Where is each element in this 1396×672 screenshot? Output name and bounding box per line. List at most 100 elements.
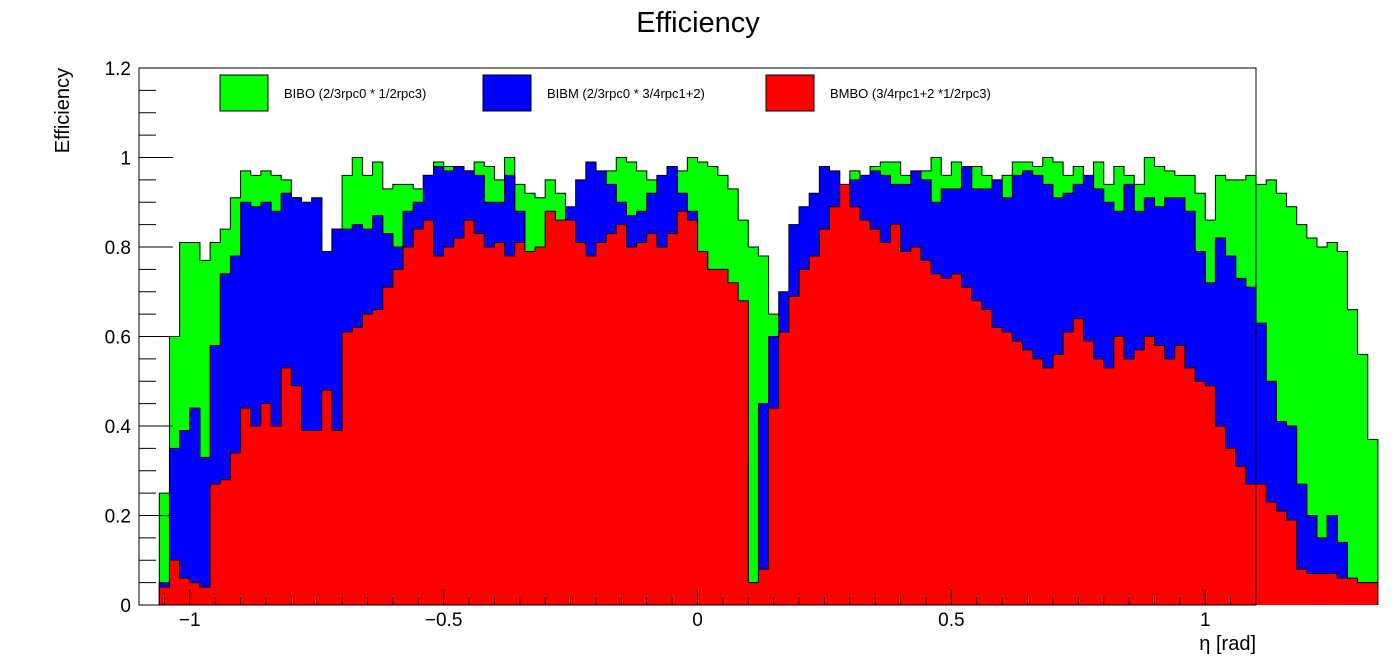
bar bbox=[1316, 573, 1328, 605]
bar bbox=[271, 426, 282, 605]
x-tick-label: −1 bbox=[179, 610, 201, 631]
bar bbox=[1296, 484, 1308, 605]
legend-label: BIBO (2/3rpc0 * 1/2rpc3) bbox=[284, 86, 426, 101]
bar bbox=[1123, 358, 1135, 606]
bar bbox=[646, 233, 658, 605]
bar bbox=[1144, 336, 1156, 605]
bar bbox=[809, 255, 820, 605]
bar bbox=[1316, 247, 1328, 605]
bar bbox=[1357, 582, 1369, 606]
bar bbox=[230, 255, 242, 605]
bar bbox=[271, 211, 282, 605]
bar bbox=[1256, 323, 1267, 605]
bar bbox=[1347, 578, 1359, 605]
bar bbox=[250, 206, 262, 605]
y-tick-label: 1 bbox=[120, 149, 131, 170]
bar bbox=[1245, 287, 1257, 605]
bar bbox=[1316, 537, 1328, 606]
bar bbox=[1195, 381, 1206, 605]
bar bbox=[890, 224, 902, 606]
bar bbox=[555, 220, 567, 605]
bar bbox=[656, 247, 668, 605]
bar bbox=[545, 211, 556, 605]
bar bbox=[697, 251, 709, 605]
bar bbox=[1306, 573, 1318, 605]
bar bbox=[1357, 354, 1369, 605]
series-2-outline bbox=[158, 183, 1379, 605]
bar bbox=[321, 390, 333, 605]
bar bbox=[1235, 278, 1247, 605]
bar bbox=[199, 457, 211, 605]
bar bbox=[1245, 484, 1257, 605]
bar bbox=[463, 220, 475, 605]
bar bbox=[240, 202, 252, 605]
bar bbox=[1296, 569, 1308, 605]
bar bbox=[667, 233, 678, 605]
bar bbox=[1002, 332, 1013, 605]
x-tick-label: 0.5 bbox=[938, 610, 964, 631]
bar bbox=[971, 300, 983, 605]
bar bbox=[514, 242, 526, 605]
y-tick-label: 0.8 bbox=[105, 238, 131, 259]
bar bbox=[331, 229, 343, 605]
bar bbox=[301, 430, 313, 605]
bar bbox=[859, 220, 871, 605]
series-1-outline bbox=[158, 161, 1379, 605]
bar bbox=[1032, 358, 1044, 606]
bar bbox=[189, 582, 201, 606]
bar bbox=[880, 242, 892, 605]
bar bbox=[1286, 206, 1298, 605]
legend: BIBO (2/3rpc0 * 1/2rpc3) BIBM (2/3rpc0 * … bbox=[219, 74, 991, 112]
bar bbox=[1103, 367, 1115, 605]
bar bbox=[504, 255, 516, 605]
series-0-outline bbox=[158, 157, 1379, 605]
x-axis-label: η [rad] bbox=[1199, 633, 1256, 655]
bar bbox=[738, 300, 749, 605]
bar bbox=[829, 206, 841, 605]
bar bbox=[210, 484, 221, 605]
bar bbox=[768, 408, 780, 605]
histogram-bars bbox=[158, 157, 1379, 606]
bar bbox=[981, 309, 993, 605]
bar bbox=[1225, 255, 1237, 605]
y-axis-label: Efficiency bbox=[52, 68, 74, 153]
bar bbox=[1266, 381, 1277, 605]
bar bbox=[1073, 318, 1084, 605]
bar bbox=[1184, 367, 1196, 605]
bar bbox=[687, 220, 699, 605]
bar bbox=[1174, 345, 1186, 605]
bar bbox=[1042, 367, 1054, 605]
bar bbox=[931, 273, 942, 605]
bar bbox=[748, 582, 760, 606]
bar bbox=[220, 273, 231, 605]
bar bbox=[484, 247, 495, 605]
bar bbox=[1286, 426, 1298, 605]
bar bbox=[1367, 582, 1379, 606]
bar bbox=[392, 269, 404, 606]
bar bbox=[179, 242, 191, 605]
bar bbox=[585, 255, 597, 605]
bar bbox=[179, 578, 191, 605]
bar bbox=[169, 448, 181, 606]
bar bbox=[220, 479, 231, 605]
bar bbox=[1296, 224, 1308, 606]
legend-entry: BIBO (2/3rpc0 * 1/2rpc3) bbox=[219, 74, 426, 112]
bar bbox=[159, 587, 171, 605]
bar bbox=[1347, 309, 1359, 605]
bar bbox=[443, 247, 455, 605]
bar bbox=[626, 247, 638, 605]
legend-swatch bbox=[219, 74, 269, 112]
bar bbox=[453, 238, 465, 606]
bar bbox=[575, 242, 587, 605]
bar bbox=[1337, 578, 1348, 605]
bar bbox=[941, 278, 952, 605]
bar bbox=[1215, 238, 1227, 606]
bar bbox=[1256, 484, 1267, 605]
bar bbox=[1276, 511, 1288, 605]
bar bbox=[910, 247, 922, 605]
bar bbox=[311, 430, 323, 605]
bar bbox=[1154, 345, 1166, 605]
bar bbox=[1337, 251, 1348, 605]
bar bbox=[352, 327, 363, 605]
